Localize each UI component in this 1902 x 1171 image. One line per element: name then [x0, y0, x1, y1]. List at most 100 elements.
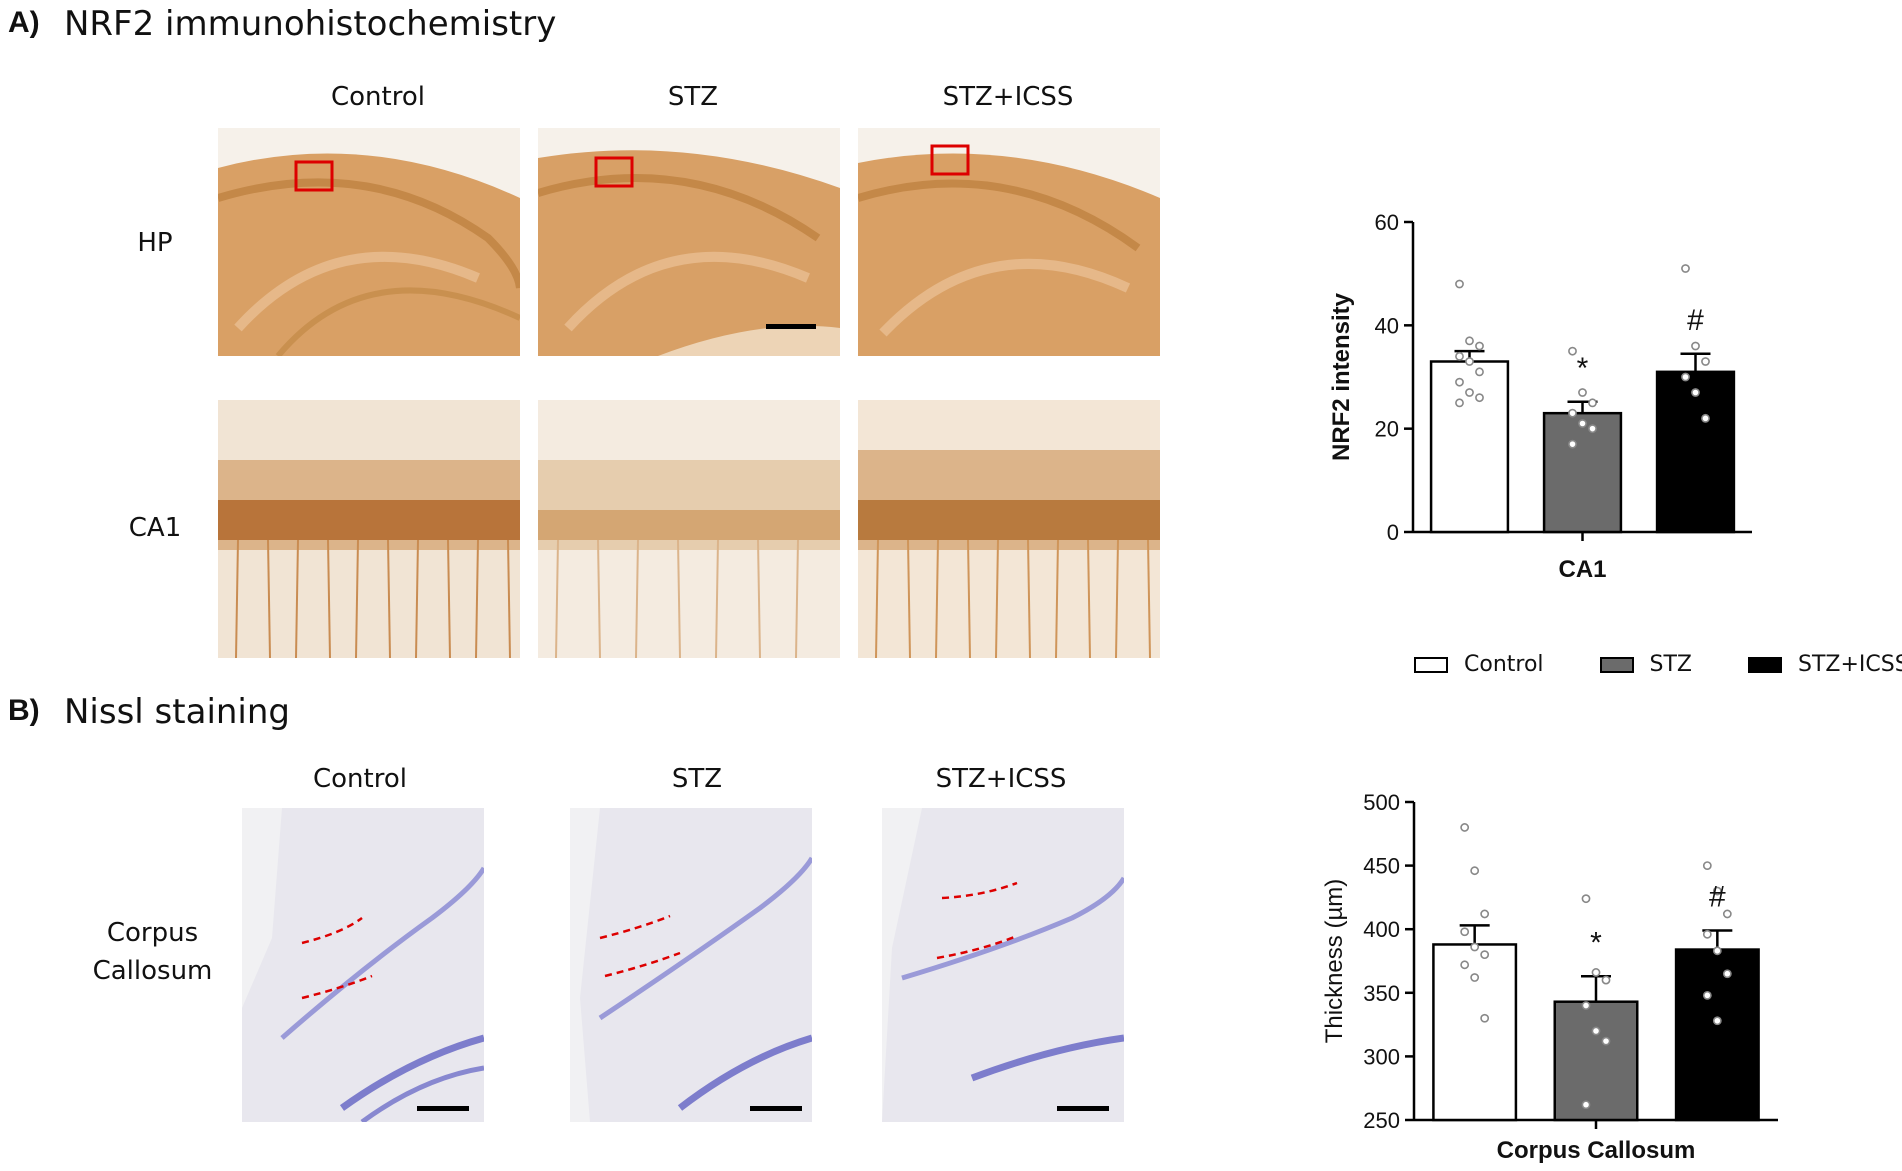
legend-label-stz-icss: STZ+ICSS	[1798, 652, 1902, 677]
chart-thickness: 250 300 350 400 450 500 * # Corpus Callosum Thick…	[1300, 780, 1900, 1166]
data-point	[1568, 439, 1577, 449]
data-point	[1588, 398, 1597, 408]
ca1-control-image	[218, 400, 520, 658]
data-point	[1722, 969, 1732, 979]
panel-a-col-control: Control	[331, 82, 425, 112]
chart-nrf2: 0 20 40 60 * # CA1 NRF2 intensity	[1300, 200, 1900, 600]
x-axis-label: Corpus Callosum	[1497, 1137, 1696, 1164]
legend-swatch-stz	[1599, 656, 1634, 673]
data-point	[1601, 975, 1611, 985]
data-point	[1578, 419, 1587, 428]
panel-b-col-stz-icss: STZ+ICSS	[935, 764, 1067, 794]
data-point	[1475, 367, 1484, 377]
data-point	[1568, 408, 1577, 418]
data-point	[1702, 861, 1712, 870]
panel-b-letter: B)	[8, 694, 40, 727]
data-point	[1465, 357, 1474, 366]
data-point	[1465, 388, 1474, 397]
data-point	[1581, 894, 1591, 904]
panel-b-row-label-line1: Corpus	[106, 918, 199, 948]
data-point	[1691, 341, 1700, 351]
data-point	[1480, 950, 1490, 960]
chart-nrf2-svg: 0 20 40 60 * # CA1 NRF2 intensity	[1328, 210, 1752, 583]
y-axis-label: Thickness (µm)	[1321, 879, 1348, 1044]
chart-thickness-svg: 250 300 350 400 450 500 * # Corpus Callosum Thick…	[1321, 790, 1778, 1164]
panel-a-col-stz-icss: STZ+ICSS	[942, 82, 1074, 112]
bar-stz	[1542, 411, 1623, 534]
data-point	[1581, 1001, 1591, 1010]
bar-stz-icss	[1674, 948, 1760, 1122]
y-tick-label: 400	[1363, 917, 1400, 942]
panel-b-title: Nissl staining	[64, 692, 291, 732]
data-point	[1568, 346, 1577, 356]
nissl-control-image	[242, 808, 484, 1122]
legend-label-control: Control	[1464, 652, 1544, 677]
y-tick-label: 20	[1375, 417, 1399, 442]
data-point	[1601, 1036, 1611, 1046]
data-point	[1712, 1016, 1722, 1026]
data-point	[1460, 960, 1470, 970]
panel-a-title: NRF2 immunohistochemistry	[64, 4, 557, 44]
y-tick-label: 500	[1363, 790, 1400, 815]
significance-marker: #	[1709, 880, 1726, 913]
legend-swatch-control	[1414, 656, 1448, 673]
panel-a-row-hp: HP	[137, 228, 173, 258]
data-point	[1712, 946, 1722, 956]
y-tick-label: 0	[1387, 520, 1399, 545]
nissl-stz-icss-image	[882, 808, 1124, 1122]
x-axis-label: CA1	[1558, 556, 1606, 583]
ca1-stz-icss-image	[858, 400, 1160, 658]
data-point	[1455, 398, 1464, 408]
data-point	[1460, 823, 1470, 832]
bar-stz-icss	[1655, 370, 1736, 534]
data-point	[1475, 341, 1484, 351]
legend-item-control: Control	[1414, 652, 1544, 677]
panel-b-col-stz: STZ	[671, 764, 723, 794]
data-point	[1455, 351, 1464, 361]
hp-control-image	[218, 128, 520, 356]
y-tick-label: 450	[1363, 854, 1400, 879]
significance-marker: #	[1687, 304, 1704, 337]
data-point	[1588, 424, 1597, 434]
y-tick-label: 250	[1363, 1108, 1400, 1133]
significance-marker: *	[1590, 926, 1602, 959]
data-point	[1722, 909, 1732, 919]
data-point	[1691, 388, 1700, 397]
hp-stz-image	[538, 128, 840, 356]
bar-control	[1429, 360, 1510, 534]
data-point	[1455, 377, 1464, 387]
data-point	[1470, 866, 1480, 876]
data-point	[1460, 927, 1470, 937]
y-tick-label: 350	[1363, 981, 1400, 1006]
data-point	[1470, 973, 1480, 982]
data-point	[1455, 279, 1464, 289]
data-point	[1712, 886, 1722, 896]
y-tick-label: 60	[1375, 210, 1399, 235]
data-point	[1480, 909, 1490, 919]
panel-a-row-ca1: CA1	[128, 513, 182, 543]
data-point	[1581, 1100, 1591, 1110]
hp-stz-icss-image	[858, 128, 1160, 356]
panel-b-col-control: Control	[313, 764, 407, 794]
panel-b-row-label-line2: Callosum	[92, 956, 213, 986]
significance-marker: *	[1577, 352, 1589, 385]
y-tick-label: 300	[1363, 1044, 1400, 1069]
data-point	[1681, 264, 1690, 273]
data-point	[1591, 1026, 1601, 1036]
y-axis-label: NRF2 intensity	[1328, 292, 1355, 461]
data-point	[1681, 372, 1690, 382]
data-point	[1591, 968, 1601, 977]
data-point	[1465, 336, 1474, 346]
legend-swatch-stz-icss	[1748, 656, 1783, 673]
bar-stz	[1553, 1000, 1639, 1122]
ca1-stz-image	[538, 400, 840, 658]
data-point	[1701, 413, 1710, 423]
bar-control	[1432, 943, 1518, 1122]
panel-b-row-label: Corpus Callosum	[80, 914, 225, 990]
data-point	[1480, 1013, 1490, 1023]
data-point	[1701, 357, 1710, 366]
legend-item-stz: STZ	[1599, 652, 1692, 677]
panel-a-letter: A)	[8, 6, 40, 39]
y-tick-label: 40	[1375, 313, 1399, 338]
chart-legend: Control STZ STZ+ICSS	[1414, 652, 1902, 677]
